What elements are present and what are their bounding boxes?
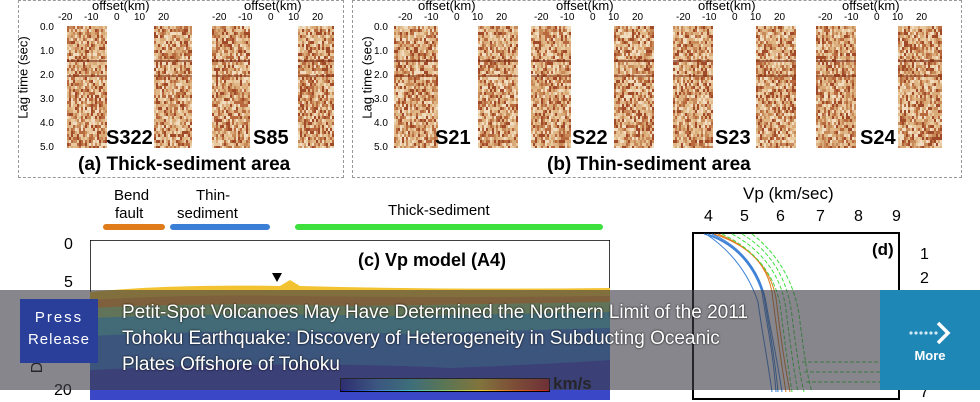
ytick: 0 [64, 236, 73, 254]
tick: -20 [676, 12, 690, 23]
label-thick: Thick-sediment [388, 202, 490, 219]
tick: -10 [238, 12, 252, 23]
station-label-s21: S21 [435, 127, 471, 150]
ytick: 2.0 [374, 70, 388, 81]
tick: 0 [268, 12, 274, 23]
ytick: 3.0 [374, 94, 388, 105]
xtick: 6 [776, 208, 785, 226]
tick: 20 [158, 12, 169, 23]
tick: 20 [632, 12, 643, 23]
bend-fault-bar [103, 224, 165, 230]
tick: -20 [398, 12, 412, 23]
seismogram-b1-right [478, 26, 518, 148]
seismogram-b4-right [898, 26, 942, 148]
ytick: 4.0 [374, 118, 388, 129]
tick: 0 [732, 12, 738, 23]
press-release-badge: Press Release [20, 299, 98, 363]
xtick: 8 [854, 208, 863, 226]
tick: -10 [844, 12, 858, 23]
panel-b-frame [352, 0, 962, 178]
tick: 0 [874, 12, 880, 23]
tick: 10 [472, 12, 483, 23]
xtick: 4 [704, 208, 713, 226]
badge-line-2: Release [20, 329, 98, 351]
seismogram-a2-right [298, 26, 334, 148]
thick-sediment-bar [295, 224, 603, 230]
seismogram-b2-left [531, 26, 571, 148]
station-label-s22: S22 [572, 127, 608, 150]
tick: -20 [58, 12, 72, 23]
panel-d-title: Vp (km/sec) [743, 184, 834, 204]
ytick: 5.0 [374, 142, 388, 153]
label-thin-2: sediment [177, 205, 238, 222]
arrow-right-icon [908, 320, 952, 346]
tick: 20 [916, 12, 927, 23]
seismogram-a1-right [154, 26, 192, 148]
badge-line-1: Press [20, 307, 98, 329]
panel-a-caption: (a) Thick-sediment area [78, 154, 290, 176]
seismogram-b3-left [673, 26, 713, 148]
station-label-s23: S23 [715, 127, 751, 150]
panel-a-ylabel: Lag time (sec) [16, 23, 31, 133]
ytick: 0.0 [374, 22, 388, 33]
station-label-s85: S85 [253, 127, 289, 150]
ytick: 1.0 [40, 46, 54, 57]
panel-c-title: (c) Vp model (A4) [358, 250, 506, 271]
headline-link[interactable]: Petit-Spot Volcanoes May Have Determined… [122, 300, 772, 378]
ytick: 0.0 [40, 22, 54, 33]
tick: 20 [774, 12, 785, 23]
station-label-s24: S24 [860, 127, 896, 150]
ytick: 1 [920, 246, 929, 264]
seismogram-a2-left [212, 26, 250, 148]
seismogram-b1-left [394, 26, 438, 148]
xtick: 7 [816, 208, 825, 226]
label-fault: fault [115, 205, 143, 222]
tick: 10 [750, 12, 761, 23]
ytick: 5.0 [40, 142, 54, 153]
tick: -20 [818, 12, 832, 23]
xtick: 5 [740, 208, 749, 226]
station-label-s322: S322 [106, 127, 153, 150]
seismogram-b3-right [756, 26, 796, 148]
tick: 10 [288, 12, 299, 23]
tick: -10 [424, 12, 438, 23]
thin-sediment-bar [170, 224, 270, 230]
ytick: 4.0 [40, 118, 54, 129]
tick: -10 [560, 12, 574, 23]
tick: 0 [454, 12, 460, 23]
more-label: More [880, 348, 980, 363]
seismogram-b4-left [816, 26, 856, 148]
panel-d-label: (d) [872, 240, 894, 260]
ytick: 3.0 [40, 94, 54, 105]
panel-b-ylabel: Lag time (sec) [360, 23, 375, 133]
seismogram-b2-right [614, 26, 654, 148]
panel-b-caption: (b) Thin-sediment area [547, 154, 751, 176]
tick: 10 [892, 12, 903, 23]
tick: 0 [590, 12, 596, 23]
xtick: 9 [892, 208, 901, 226]
more-button[interactable]: More [880, 290, 980, 390]
ytick: 2.0 [40, 70, 54, 81]
tick: 0 [114, 12, 120, 23]
tick: 10 [608, 12, 619, 23]
tick: -10 [84, 12, 98, 23]
ytick: 2 [920, 270, 929, 288]
tick: 20 [312, 12, 323, 23]
tick: 20 [496, 12, 507, 23]
tick: 10 [134, 12, 145, 23]
label-thin-1: Thin- [196, 187, 230, 204]
tick: -10 [702, 12, 716, 23]
ytick: 1.0 [374, 46, 388, 57]
tick: -20 [534, 12, 548, 23]
label-bend: Bend [114, 187, 149, 204]
seismogram-a1-left [67, 26, 107, 148]
tick: -20 [212, 12, 226, 23]
